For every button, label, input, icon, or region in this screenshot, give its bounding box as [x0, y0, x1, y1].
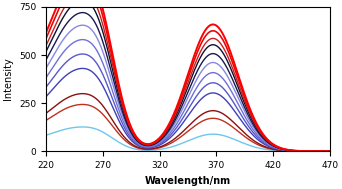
X-axis label: Wavelength/nm: Wavelength/nm	[145, 176, 231, 186]
Y-axis label: Intensity: Intensity	[3, 58, 13, 101]
